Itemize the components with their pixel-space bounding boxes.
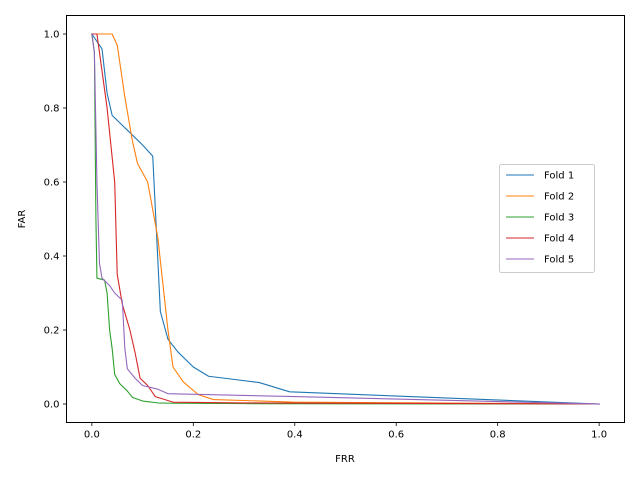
x-tick-label: 0.2 xyxy=(185,430,201,441)
x-axis-label: FRR xyxy=(335,454,355,465)
y-tick-label: 1.0 xyxy=(44,30,60,41)
y-tick-label: 0.8 xyxy=(44,104,60,115)
y-tick-label: 0.2 xyxy=(44,326,60,337)
legend-label-fold-4: Fold 4 xyxy=(544,234,574,245)
x-tick-label: 0.0 xyxy=(84,430,100,441)
y-tick-label: 0.6 xyxy=(44,178,60,189)
x-tick-label: 1.0 xyxy=(591,430,607,441)
legend-label-fold-2: Fold 2 xyxy=(544,192,574,203)
plot-frame xyxy=(66,15,625,423)
x-tick-label: 0.8 xyxy=(490,430,506,441)
series-line-fold-1 xyxy=(91,33,600,405)
y-axis-ticks: 0.0 0.2 0.4 0.6 0.8 1.0 xyxy=(44,30,67,411)
y-axis-label: FAR xyxy=(17,210,28,229)
y-tick-label: 0.0 xyxy=(44,400,60,411)
series-line-fold-5 xyxy=(91,33,600,405)
legend-box xyxy=(499,164,595,273)
y-tick-label: 0.4 xyxy=(44,252,60,263)
legend-label-fold-1: Fold 1 xyxy=(544,171,574,182)
series-line-fold-2 xyxy=(91,33,600,405)
series-line-fold-4 xyxy=(91,33,600,405)
x-tick-label: 0.6 xyxy=(388,430,404,441)
x-axis-ticks: 0.0 0.2 0.4 0.6 0.8 1.0 xyxy=(84,422,607,441)
legend-label-fold-3: Fold 3 xyxy=(544,213,574,224)
legend-label-fold-5: Fold 5 xyxy=(544,255,574,266)
legend: Fold 1 Fold 2 Fold 3 Fold 4 Fold 5 xyxy=(499,164,595,273)
series-line-fold-3 xyxy=(91,33,600,405)
series-layer xyxy=(91,33,600,405)
x-tick-label: 0.4 xyxy=(287,430,303,441)
